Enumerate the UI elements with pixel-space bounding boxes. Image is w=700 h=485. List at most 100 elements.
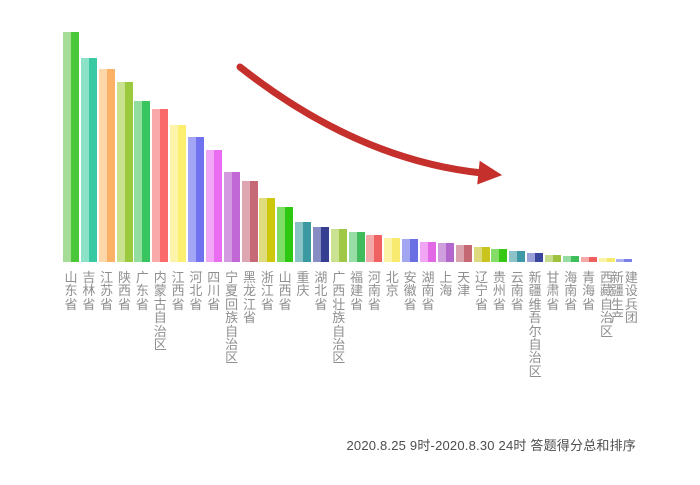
bar[interactable]: [616, 258, 633, 262]
bar[interactable]: [509, 251, 526, 262]
bar[interactable]: [241, 181, 258, 262]
bar[interactable]: [223, 172, 240, 262]
x-axis-label-column: 广东省: [135, 271, 149, 312]
x-axis-label: 河南省: [367, 271, 381, 312]
x-axis-label-column: 宁夏回族自治区: [225, 271, 239, 365]
x-axis-label-char: 壮: [332, 296, 346, 312]
x-axis-label-char: 省: [367, 296, 381, 312]
bar[interactable]: [491, 249, 508, 262]
x-axis-label-char: 甘: [546, 270, 560, 285]
x-axis-label: 广西壮族自治区: [332, 271, 346, 365]
x-axis-label-char: 区: [153, 336, 167, 352]
x-axis-label-char: 省: [260, 296, 274, 312]
x-axis-label-char: 庆: [296, 283, 310, 299]
x-axis-label-column: 浙江省: [260, 271, 274, 312]
x-axis-label-char: 黑: [242, 270, 256, 285]
x-axis-label-char: 徽: [403, 283, 417, 299]
x-axis-label-char: 疆: [610, 283, 624, 299]
x-axis-label-char: 回: [225, 296, 239, 312]
x-axis-label-char: 夏: [225, 283, 239, 299]
x-axis-label-char: 海: [439, 283, 453, 299]
x-axis-label-char: 西: [599, 270, 613, 285]
bar[interactable]: [366, 235, 383, 262]
x-axis-label-char: 安: [403, 270, 417, 285]
x-axis-label-char: 省: [207, 296, 221, 312]
x-axis-label-char: 山: [64, 270, 78, 285]
x-axis-label-char: 重: [296, 270, 310, 285]
x-axis-label-char: 产: [610, 310, 624, 326]
bar[interactable]: [580, 257, 597, 262]
bar[interactable]: [170, 125, 187, 262]
x-axis-label: 甘肃省: [546, 270, 560, 312]
x-axis-label-char: 江: [171, 270, 185, 285]
x-axis-label-char: 河: [189, 270, 203, 285]
bar[interactable]: [437, 243, 454, 262]
x-axis-label-char: 湖: [314, 270, 328, 285]
bar[interactable]: [348, 232, 365, 262]
bar[interactable]: [205, 150, 222, 262]
x-axis-label: 贵州省: [492, 270, 506, 312]
x-axis-label-char: 省: [82, 296, 96, 312]
bar[interactable]: [134, 101, 151, 262]
x-axis-label-char: 津: [457, 283, 471, 299]
x-axis-label-char: 蒙: [153, 283, 167, 299]
x-axis-label: 云南省: [510, 271, 524, 312]
x-axis-label-char: 治: [599, 310, 613, 326]
x-axis-label-char: 北: [314, 283, 328, 299]
x-axis-label-column: 河南省: [367, 271, 381, 312]
x-axis-label-char: 北: [385, 270, 399, 285]
x-axis-label-char: 团: [624, 310, 638, 326]
x-axis-label: 新疆维吾尔自治区: [528, 271, 542, 379]
x-axis-label-char: 治: [225, 336, 239, 352]
x-axis-label: 江苏省: [100, 271, 114, 312]
bar[interactable]: [152, 109, 169, 262]
x-axis-label: 北京: [385, 271, 399, 298]
x-axis-label: 天津: [457, 271, 471, 298]
x-axis-label-column: 西藏自治区: [600, 271, 614, 338]
x-axis-label-column: 甘肃省: [546, 270, 560, 312]
bar[interactable]: [187, 137, 204, 262]
bar[interactable]: [455, 245, 472, 262]
bar[interactable]: [527, 253, 544, 262]
x-axis-label-char: 湖: [421, 270, 435, 285]
x-axis-label-column: 天津: [457, 271, 471, 298]
x-axis-label: 宁夏回族自治区: [225, 271, 239, 365]
x-axis-label-char: 省: [314, 296, 328, 312]
x-axis-label-char: 南: [421, 283, 435, 299]
bar[interactable]: [330, 229, 347, 262]
x-axis-label-char: 贵: [492, 270, 506, 285]
x-axis-label-char: 自: [599, 296, 613, 312]
bar[interactable]: [259, 198, 276, 262]
x-axis-label-char: 海: [582, 283, 596, 299]
bar[interactable]: [598, 258, 615, 262]
x-axis-label-char: 族: [332, 310, 346, 326]
x-axis-label-char: 省: [135, 296, 149, 312]
bar[interactable]: [116, 82, 133, 262]
bar[interactable]: [420, 242, 436, 262]
bar[interactable]: [562, 256, 579, 262]
x-axis-label: 福建省: [350, 271, 364, 312]
x-axis-label-column: 陕西省: [118, 271, 132, 312]
bar[interactable]: [402, 239, 419, 262]
bar[interactable]: [80, 58, 97, 262]
x-axis-label-char: 南: [564, 283, 578, 299]
x-axis-label-column: 河北省: [189, 270, 203, 312]
bar[interactable]: [295, 222, 312, 262]
x-axis-label-char: 西: [332, 283, 346, 299]
bar[interactable]: [312, 227, 329, 262]
bar[interactable]: [473, 247, 490, 262]
x-axis-label: 辽宁省: [475, 271, 489, 312]
x-axis-label-char: 自: [225, 323, 239, 339]
bar[interactable]: [63, 32, 79, 262]
bar[interactable]: [277, 207, 294, 262]
bar[interactable]: [98, 69, 115, 262]
x-axis-label-char: 省: [278, 296, 292, 312]
x-axis-label-column: 四川省: [207, 271, 221, 312]
bar[interactable]: [544, 255, 561, 262]
x-axis-label-column: 新疆维吾尔自治区: [528, 271, 542, 379]
chart-caption: 2020.8.25 9时-2020.8.30 24时 答题得分总和排序: [346, 438, 636, 453]
x-axis-label-column: 黑龙江省: [243, 271, 257, 325]
x-axis-label-column: 建设兵团: [624, 271, 638, 325]
x-axis-label-char: 吉: [82, 270, 96, 285]
bar[interactable]: [384, 238, 401, 262]
